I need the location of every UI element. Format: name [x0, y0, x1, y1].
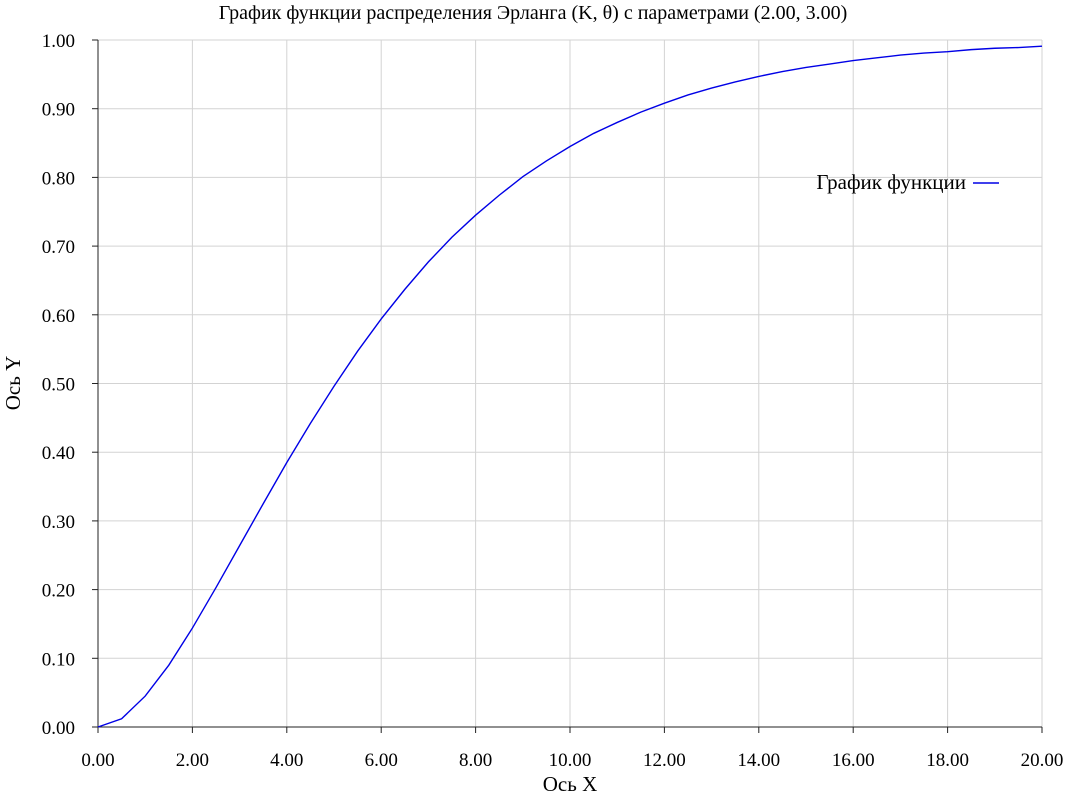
series-line — [97, 45, 1043, 728]
legend: График функции — [816, 170, 999, 194]
y-tick-label: 0.70 — [42, 237, 75, 258]
y-tick-label: 0.80 — [42, 168, 75, 189]
y-tick-label: 0.10 — [42, 649, 75, 670]
x-tick-label: 16.00 — [832, 750, 875, 771]
x-tick-label: 0.00 — [81, 750, 114, 771]
y-axis-ticks: 0.00 0.10 0.20 0.30 0.40 0.50 0.60 0.70 0.80 0.90… — [42, 31, 98, 739]
y-tick-label: 0.40 — [42, 443, 75, 464]
y-tick-label: 0.90 — [42, 100, 75, 121]
y-tick-label: 0.50 — [42, 375, 75, 396]
chart-title: График функции распределения Эрланга (K,… — [219, 2, 847, 24]
y-tick-label: 1.00 — [42, 31, 75, 52]
x-tick-label: 10.00 — [549, 750, 592, 771]
series-layer — [97, 45, 1043, 728]
x-tick-label: 6.00 — [365, 750, 398, 771]
y-tick-label: 0.60 — [42, 306, 75, 327]
x-tick-label: 4.00 — [270, 750, 303, 771]
x-tick-label: 20.00 — [1021, 750, 1064, 771]
legend-label: График функции — [816, 170, 966, 194]
x-tick-label: 2.00 — [176, 750, 209, 771]
y-axis-label: Ось Y — [1, 356, 25, 410]
y-tick-label: 0.00 — [42, 718, 75, 739]
x-axis-label: Ось X — [543, 772, 597, 796]
y-tick-label: 0.20 — [42, 581, 75, 602]
x-tick-label: 18.00 — [926, 750, 969, 771]
x-axis-ticks: 0.00 2.00 4.00 6.00 8.00 10.00 12.00 14.00 16.00… — [81, 727, 1063, 771]
x-tick-label: 12.00 — [643, 750, 686, 771]
x-tick-label: 14.00 — [737, 750, 780, 771]
y-tick-label: 0.30 — [42, 512, 75, 533]
x-tick-label: 8.00 — [459, 750, 492, 771]
